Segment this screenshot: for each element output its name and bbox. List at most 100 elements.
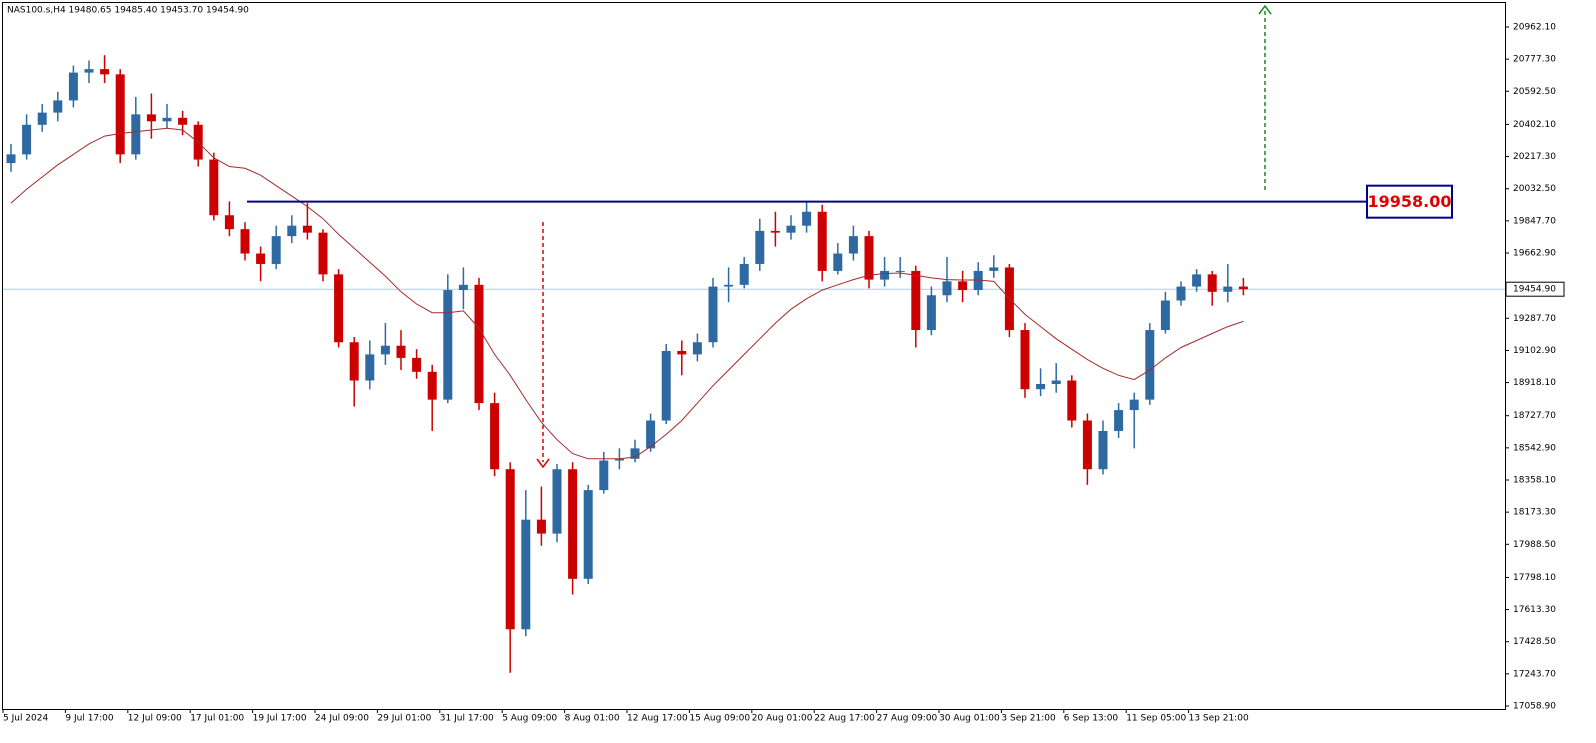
candle-body (224, 215, 234, 230)
y-tick-label: 18727.70 (1513, 411, 1556, 421)
candle-body (209, 159, 219, 216)
y-tick-label: 18358.10 (1513, 475, 1556, 485)
candle-body (895, 270, 905, 272)
y-tick-label: 19287.70 (1513, 314, 1556, 324)
y-tick-label: 20402.10 (1513, 120, 1556, 130)
x-tick-label: 9 Jul 17:00 (65, 714, 114, 724)
y-tick-label: 17613.30 (1513, 605, 1556, 615)
candle-body (1238, 286, 1248, 290)
candle-body (708, 286, 718, 343)
candle-body (802, 211, 812, 226)
candle-body (396, 345, 406, 358)
candle-body (848, 236, 858, 254)
candle-body (1176, 286, 1186, 301)
candle-body (942, 281, 952, 296)
candle-body (6, 154, 16, 164)
candle-body (37, 112, 47, 125)
x-tick-label: 13 Sep 21:00 (1189, 714, 1249, 724)
x-tick-label: 30 Aug 01:00 (939, 714, 1000, 724)
candle-body (1098, 430, 1108, 470)
candle-body (1145, 330, 1155, 400)
candle-body (162, 117, 172, 122)
candle-body (568, 469, 578, 579)
candle-body (53, 100, 63, 113)
x-tick-label: 12 Aug 17:00 (627, 714, 688, 724)
candle-body (146, 114, 156, 122)
level-box (1366, 184, 1453, 219)
x-tick-label: 29 Jul 01:00 (377, 714, 431, 724)
candle-body (1160, 300, 1170, 331)
candle-body (614, 458, 624, 461)
candle-body (427, 371, 437, 400)
y-tick-label: 17988.50 (1513, 540, 1556, 550)
candle-body (739, 263, 749, 285)
candle-body (1082, 420, 1092, 470)
candle-body (318, 232, 328, 275)
candle-body (1223, 286, 1233, 292)
x-tick-label: 5 Jul 2024 (3, 714, 48, 724)
candle-body (1129, 399, 1139, 411)
candle-body (1114, 410, 1124, 431)
candle-body (646, 420, 656, 449)
x-tick-label: 22 Aug 17:00 (814, 714, 875, 724)
candle-body (1020, 330, 1030, 390)
x-tick-label: 8 Aug 01:00 (565, 714, 620, 724)
x-tick-label: 19 Jul 17:00 (253, 714, 307, 724)
candle-body (599, 460, 609, 491)
candle-body (536, 519, 546, 534)
x-tick-label: 12 Jul 09:00 (128, 714, 182, 724)
candle-body (521, 519, 531, 630)
candle-body (1207, 274, 1217, 292)
chart-title: NAS100.s,H4 19480.65 19485.40 19453.70 1… (7, 6, 249, 16)
candle-body (240, 229, 250, 254)
candle-body (22, 124, 32, 155)
y-tick-label: 17243.70 (1513, 669, 1556, 679)
candle-body (552, 469, 562, 534)
candle-body (1036, 383, 1046, 390)
candle-body (131, 114, 141, 155)
candle-body (365, 354, 375, 381)
candle-body (412, 357, 422, 372)
y-tick-label: 17428.50 (1513, 637, 1556, 647)
y-tick-label: 19102.90 (1513, 346, 1556, 356)
candle-body (880, 270, 890, 280)
candle-body (786, 225, 796, 233)
x-tick-label: 31 Jul 17:00 (440, 714, 494, 724)
y-tick-label: 17058.90 (1513, 702, 1556, 712)
candle-body (178, 117, 188, 125)
candle-body (115, 74, 125, 155)
y-tick-label: 18173.30 (1513, 508, 1556, 518)
x-tick-label: 3 Sep 21:00 (1001, 714, 1056, 724)
y-tick-label: 20032.50 (1513, 184, 1556, 194)
candle-body (692, 342, 702, 355)
current-price-box (1505, 281, 1565, 297)
x-tick-label: 17 Jul 01:00 (190, 714, 244, 724)
candle-body (349, 342, 359, 381)
x-tick-label: 6 Sep 13:00 (1064, 714, 1119, 724)
candle-body (630, 448, 640, 459)
candle-body (833, 253, 843, 271)
candle-body (256, 253, 266, 264)
candle-body (458, 284, 468, 291)
candle-body (474, 284, 484, 404)
y-tick-label: 20777.30 (1513, 55, 1556, 65)
x-tick-label: 20 Aug 01:00 (752, 714, 813, 724)
y-tick-label: 18542.90 (1513, 443, 1556, 453)
candle-body (911, 270, 921, 331)
candle-body (100, 69, 110, 75)
up-arrow (1258, 4, 1272, 190)
x-tick-label: 5 Aug 09:00 (502, 714, 557, 724)
y-tick-label: 20592.50 (1513, 87, 1556, 97)
candle-body (817, 211, 827, 271)
x-tick-label: 11 Sep 05:00 (1126, 714, 1186, 724)
candle-body (490, 403, 500, 470)
candle-body (1192, 274, 1202, 287)
candle-body (505, 469, 515, 630)
y-tick-label: 20962.10 (1513, 23, 1556, 33)
current-price-label: 19454.90 (1513, 285, 1556, 295)
y-tick-label: 19847.70 (1513, 216, 1556, 226)
candle-body (724, 284, 734, 287)
candle-body (1067, 380, 1077, 421)
